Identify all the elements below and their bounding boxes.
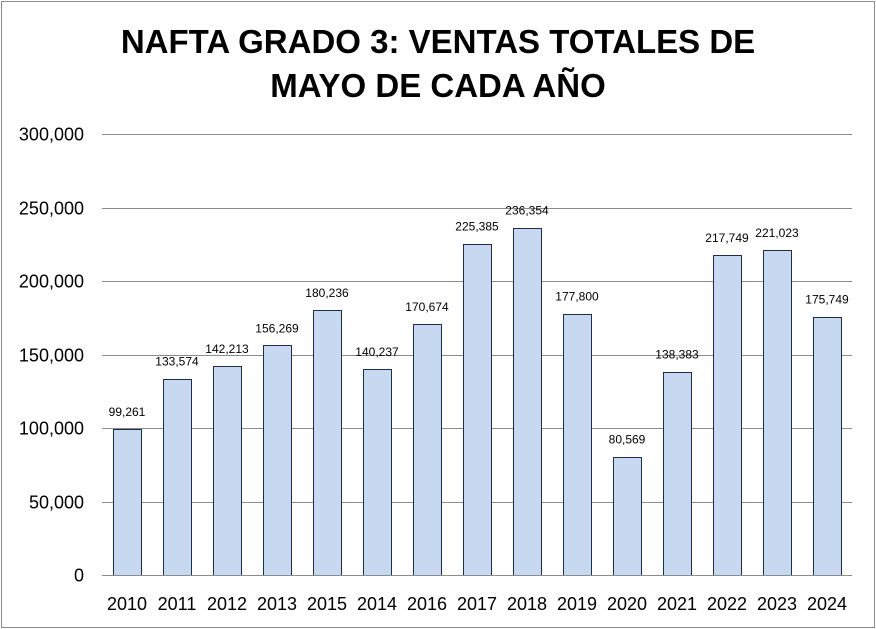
x-tick-label-2016: 2016 [407,594,447,614]
y-tick-label: 300,000 [19,125,84,145]
x-tick-label-2017: 2017 [457,594,497,614]
x-tick-label-2011: 2011 [158,594,197,614]
x-tick-label-2020: 2020 [607,594,647,614]
bar-2015 [313,310,342,576]
y-tick-label: 250,000 [19,199,84,219]
x-tick-label-2021: 2021 [657,594,697,614]
data-labels: 99,261 133,574 142,213 156,269 180,236 140,23… [109,204,849,447]
bar-2011 [163,379,192,576]
bars [113,228,842,576]
data-label-2016: 170,674 [405,300,449,314]
y-tick-label: 0 [74,566,84,586]
data-label-2024: 175,749 [805,293,849,307]
data-label-2017: 225,385 [455,220,499,234]
x-tick-label-2022: 2022 [707,594,747,614]
y-tick-label: 150,000 [19,346,84,366]
bar-2019 [563,314,592,576]
x-tick-label-2024: 2024 [807,594,847,614]
x-tick-label-2018: 2018 [507,594,547,614]
x-tick-label-2019: 2019 [557,594,597,614]
x-tick-label-2010: 2010 [107,594,147,614]
chart-title: NAFTA GRADO 3: VENTAS TOTALES DE MAYO DE… [0,20,876,108]
bar-2018 [513,228,542,576]
bar-2022 [713,255,742,576]
data-label-2019: 177,800 [555,290,599,304]
bar-2014 [363,369,392,576]
data-label-2010: 99,261 [109,405,146,419]
x-tick-label-2014: 2014 [357,594,397,614]
bar-2021 [663,372,692,576]
chart-title-line-2: MAYO DE CADA AÑO [270,67,606,104]
data-label-2022: 217,749 [705,231,749,245]
x-axis-tick-labels: 2010 2011 2012 2013 2015 2014 2016 2017 2018 2019… [107,594,847,614]
data-label-2018: 236,354 [505,204,549,218]
y-tick-label: 50,000 [29,493,84,513]
bar-2013 [263,345,292,576]
data-label-2020: 80,569 [609,433,646,447]
bar-2010 [113,429,142,576]
bar-2024 [813,317,842,576]
data-label-2015: 180,236 [305,286,349,300]
y-axis-tick-labels: 0 50,000 100,000 150,000 200,000 250,000 300,0… [19,125,84,586]
bar-2016 [413,324,442,576]
y-tick-label: 100,000 [19,419,84,439]
data-label-2014: 140,237 [355,345,399,359]
bar-2012 [213,366,242,576]
data-label-2013: 156,269 [255,321,299,335]
bar-2023 [763,250,792,576]
chart-title-line-1: NAFTA GRADO 3: VENTAS TOTALES DE [120,23,756,60]
x-tick-label-2012: 2012 [207,594,247,614]
data-label-2021: 138,383 [655,348,699,362]
x-tick-label-2023: 2023 [757,594,797,614]
x-tick-label-2015: 2015 [307,594,347,614]
bar-2020 [613,457,642,576]
x-tick-label-2013: 2013 [257,594,297,614]
data-label-2023: 221,023 [755,226,799,240]
data-label-2011: 133,574 [155,355,199,369]
data-label-2012: 142,213 [205,342,249,356]
y-tick-label: 200,000 [19,272,84,292]
bar-2017 [463,244,492,576]
